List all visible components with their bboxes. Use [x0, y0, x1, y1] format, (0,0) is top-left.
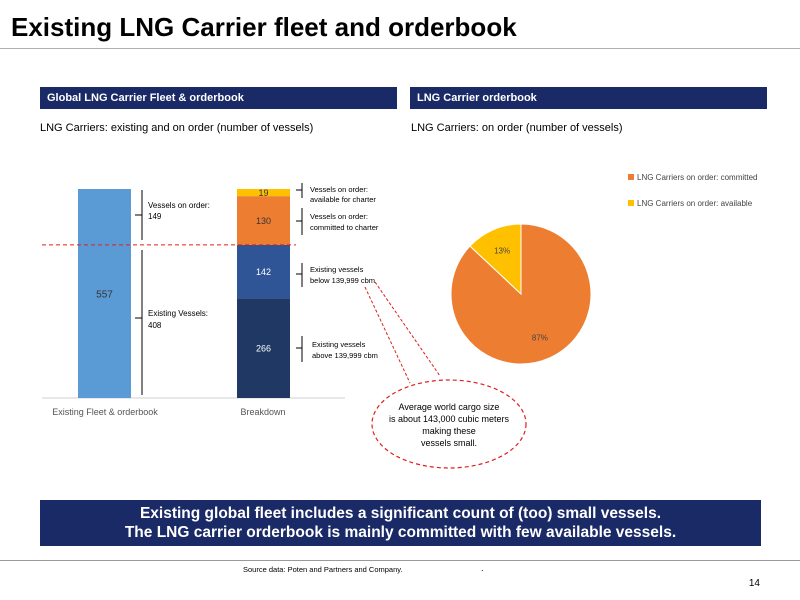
pie-slice-1	[469, 223, 522, 296]
annotation-committed-2: committed to charter	[310, 223, 379, 232]
annotation-available-2: available for charter	[310, 195, 376, 204]
bracket-existing-value: 408	[148, 321, 162, 330]
annotation-above-1: Existing vessels	[312, 340, 366, 349]
annotation-below-2: below 139,999 cbm	[310, 276, 375, 285]
bar-segment-committed	[237, 196, 290, 245]
callout-line-1: Average world cargo size	[399, 402, 500, 412]
bar-label-total: 557	[96, 290, 113, 301]
legend-swatch-available	[628, 200, 634, 206]
bracket-existing-label: Existing Vessels:	[148, 309, 208, 318]
right-panel-header: LNG Carrier orderbook	[410, 87, 767, 109]
bracket-existing	[135, 250, 143, 395]
annotation-above-2: above 139,999 cbm	[312, 351, 378, 360]
annotation-below-1: Existing vessels	[310, 265, 364, 274]
callout-line-4: vessels small.	[421, 438, 477, 448]
pie-label-0: 87%	[532, 334, 548, 343]
footer-divider	[0, 560, 800, 561]
title-divider	[0, 48, 800, 49]
source-note: Source data: Poten and Partners and Comp…	[243, 565, 403, 574]
legend-swatch-committed	[628, 174, 634, 180]
right-panel-subtitle: LNG Carriers: on order (number of vessel…	[411, 122, 623, 134]
annotation-available-1: Vessels on order:	[310, 185, 368, 194]
bracket-on-order-value: 149	[148, 212, 162, 221]
bar-segment-label-below: 142	[256, 267, 271, 277]
annotation-committed-1: Vessels on order:	[310, 212, 368, 221]
bar-segment-available	[237, 189, 290, 197]
callout-line-2: is about 143,000 cubic meters	[389, 414, 510, 424]
bar-segment-label-available: 19	[258, 188, 268, 198]
page-title: Existing LNG Carrier fleet and orderbook	[11, 12, 517, 42]
legend-label-available: LNG Carriers on order: available	[637, 199, 753, 208]
banner-line-2: The LNG carrier orderbook is mainly comm…	[124, 524, 677, 541]
x-tick-existing-fleet: Existing Fleet & orderbook	[52, 407, 158, 417]
bracket-on-order-label: Vessels on order:	[148, 201, 210, 210]
bar-segment-label-committed: 130	[256, 216, 271, 226]
callout-bubble	[364, 281, 527, 469]
bracket-on-order	[135, 190, 143, 240]
orderbook-pie-chart: 87% 13%	[450, 223, 592, 365]
annotation-ticks	[296, 183, 303, 362]
bar-existing-fleet-orderbook	[78, 189, 131, 398]
banner-line-1: Existing global fleet includes a signifi…	[139, 505, 662, 522]
left-panel-subtitle: LNG Carriers: existing and on order (num…	[40, 122, 314, 134]
pie-label-1: 13%	[494, 246, 510, 255]
conclusion-banner: Existing global fleet includes a signifi…	[40, 500, 761, 546]
left-panel-header: Global LNG Carrier Fleet & orderbook	[40, 87, 397, 109]
source-dot: .	[481, 563, 484, 573]
page-number: 14	[748, 578, 760, 589]
bar-segment-label-above: 266	[256, 344, 271, 354]
x-tick-breakdown: Breakdown	[240, 407, 285, 417]
legend-label-committed: LNG Carriers on order: committed	[637, 173, 757, 182]
callout-line-3: making these	[422, 426, 476, 436]
bar-segment-above	[237, 298, 290, 398]
bar-segment-below	[237, 244, 290, 299]
